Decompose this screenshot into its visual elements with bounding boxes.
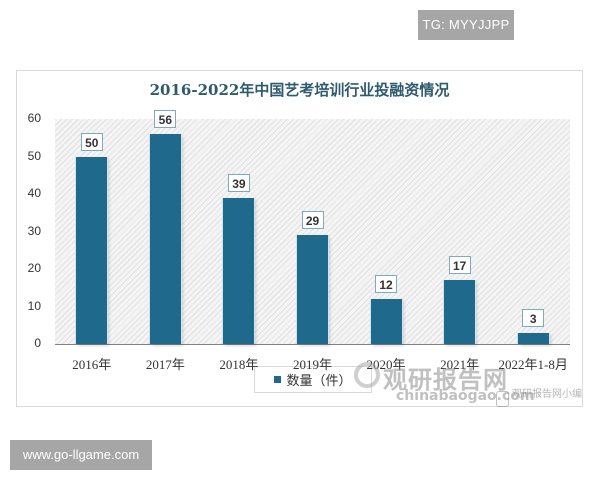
bar — [149, 134, 181, 344]
bar — [444, 280, 476, 344]
bar — [223, 197, 255, 344]
y-tick-60: 60 — [27, 111, 41, 125]
bar — [76, 156, 108, 344]
x-tick-label: 2021年 — [440, 357, 480, 372]
x-tick-label: 2019年 — [292, 357, 332, 372]
x-axis-line — [55, 344, 570, 345]
y-tick-0: 0 — [34, 336, 41, 350]
bar — [370, 299, 402, 344]
data-label: 17 — [448, 256, 471, 275]
data-label: 3 — [522, 308, 545, 327]
legend: 数量（件） — [254, 366, 372, 393]
plot-area — [55, 119, 570, 344]
data-label: 56 — [154, 110, 177, 128]
y-tick-50: 50 — [27, 149, 41, 163]
y-tick-20: 20 — [27, 261, 41, 275]
watermark-logo-icon — [354, 362, 380, 388]
data-label: 50 — [80, 132, 103, 151]
tg-badge: TG: MYYJJPP — [418, 10, 514, 40]
x-tick-label: 2017年 — [145, 357, 185, 372]
x-tick-label: 2016年 — [72, 357, 112, 372]
data-label: 29 — [301, 211, 324, 230]
chart-frame: 2016-2022年中国艺考培训行业投融资情况 60 50 40 30 20 1… — [16, 70, 583, 407]
bar — [517, 332, 549, 344]
watermark-brand-en: chinabaogao.com — [396, 388, 535, 404]
y-tick-10: 10 — [27, 299, 41, 313]
y-tick-30: 30 — [27, 224, 41, 238]
y-tick-40: 40 — [27, 186, 41, 200]
x-tick-label: 2018年 — [219, 357, 259, 372]
x-tick-label: 2022年1-8月 — [498, 357, 568, 372]
watermark-account-icon — [496, 391, 509, 407]
data-label: 12 — [375, 275, 398, 293]
url-badge: www.go-llgame.com — [10, 440, 152, 470]
chart-title: 2016-2022年中国艺考培训行业投融资情况 — [149, 81, 450, 99]
watermark-small-text: 观研报告网小编 — [512, 389, 582, 400]
watermark-brand-cn: 观研报告网 — [383, 366, 508, 394]
legend-label: 数量（件） — [286, 374, 352, 389]
legend-swatch — [274, 376, 282, 383]
data-label: 39 — [227, 173, 250, 192]
bar — [297, 235, 328, 344]
